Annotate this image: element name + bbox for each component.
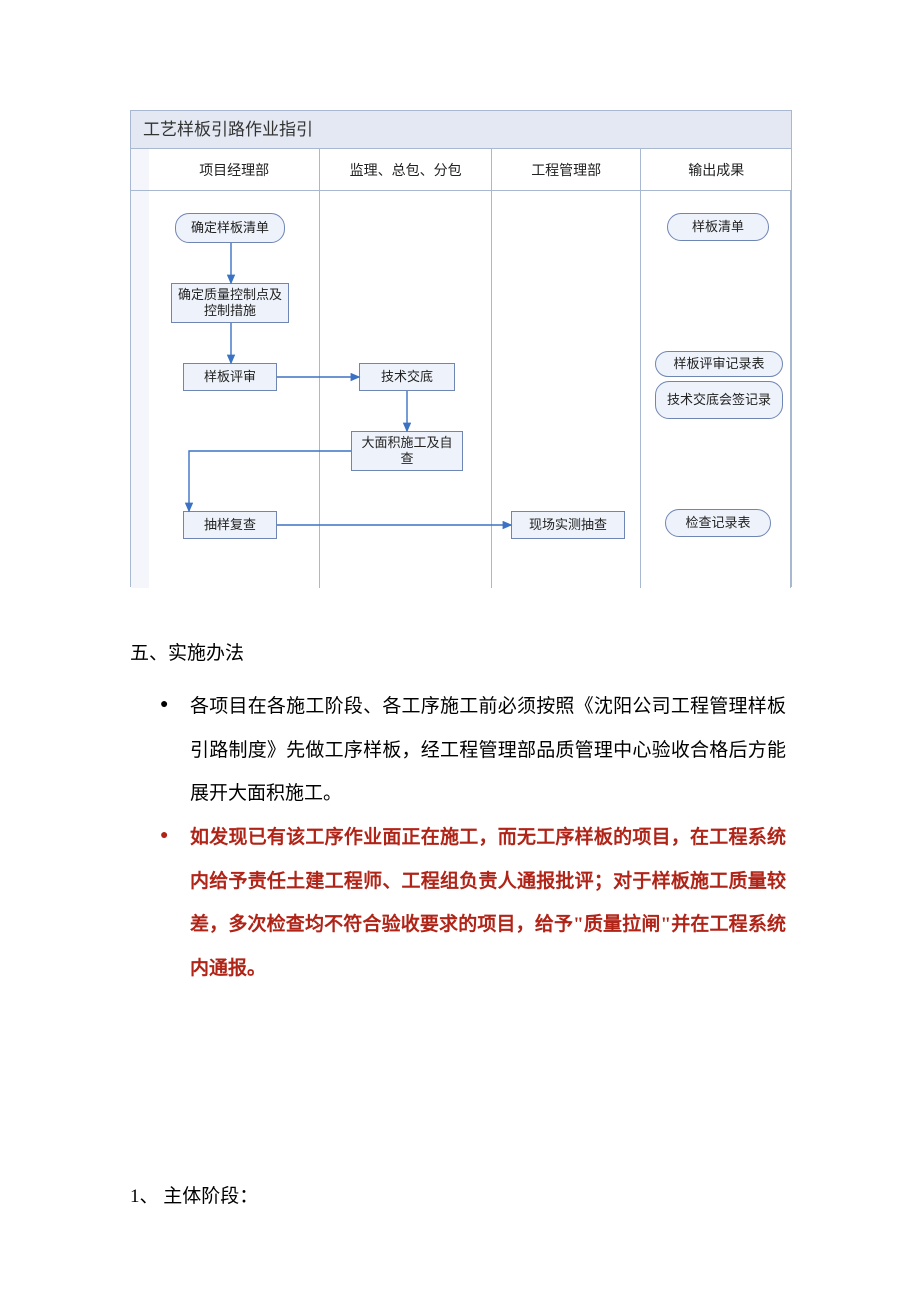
section-heading-5: 五、实施办法 (130, 635, 790, 673)
flow-node-o3: 技术交底会签记录 (655, 381, 783, 419)
flow-node-n6: 抽样复查 (183, 511, 277, 539)
section-heading-1: 1、 主体阶段： (130, 1181, 790, 1208)
col-head-3: 工程管理部 (492, 149, 642, 191)
flowchart-panel: 工艺样板引路作业指引 项目经理部 监理、总包、分包 工程管理部 输出成果 确定样… (130, 110, 792, 587)
col-head-1: 项目经理部 (149, 149, 320, 191)
flowchart-header-row: 项目经理部 监理、总包、分包 工程管理部 输出成果 (131, 149, 791, 191)
flow-node-o2: 样板评审记录表 (655, 351, 783, 377)
flow-node-n1: 确定样板清单 (175, 213, 285, 243)
flowchart-title: 工艺样板引路作业指引 (131, 111, 791, 149)
col-head-4: 输出成果 (641, 149, 791, 191)
flow-node-n5: 大面积施工及自查 (351, 431, 463, 471)
bullet-item-1: 各项目在各施工阶段、各工序施工前必须按照《沈阳公司工程管理样板引路制度》先做工序… (190, 685, 790, 816)
flow-node-n2: 确定质量控制点及控制措施 (171, 283, 289, 323)
bullet-item-2: 如发现已有该工序作业面正在施工，而无工序样板的项目，在工程系统内给予责任土建工程… (190, 816, 790, 991)
header-spacer (131, 149, 149, 191)
body-spacer (131, 191, 149, 588)
flow-node-n7: 现场实测抽查 (511, 511, 625, 539)
col-head-2: 监理、总包、分包 (320, 149, 491, 191)
flowchart-body: 确定样板清单确定质量控制点及控制措施样板评审 技术交底大面积施工及自查抽样复查 现场… (131, 191, 791, 588)
flow-node-n4: 技术交底 (359, 363, 455, 391)
bullet-list: 各项目在各施工阶段、各工序施工前必须按照《沈阳公司工程管理样板引路制度》先做工序… (130, 685, 790, 991)
flow-node-n3: 样板评审 (183, 363, 277, 391)
flow-node-o1: 样板清单 (667, 213, 769, 241)
flow-node-o4: 检查记录表 (665, 509, 771, 537)
